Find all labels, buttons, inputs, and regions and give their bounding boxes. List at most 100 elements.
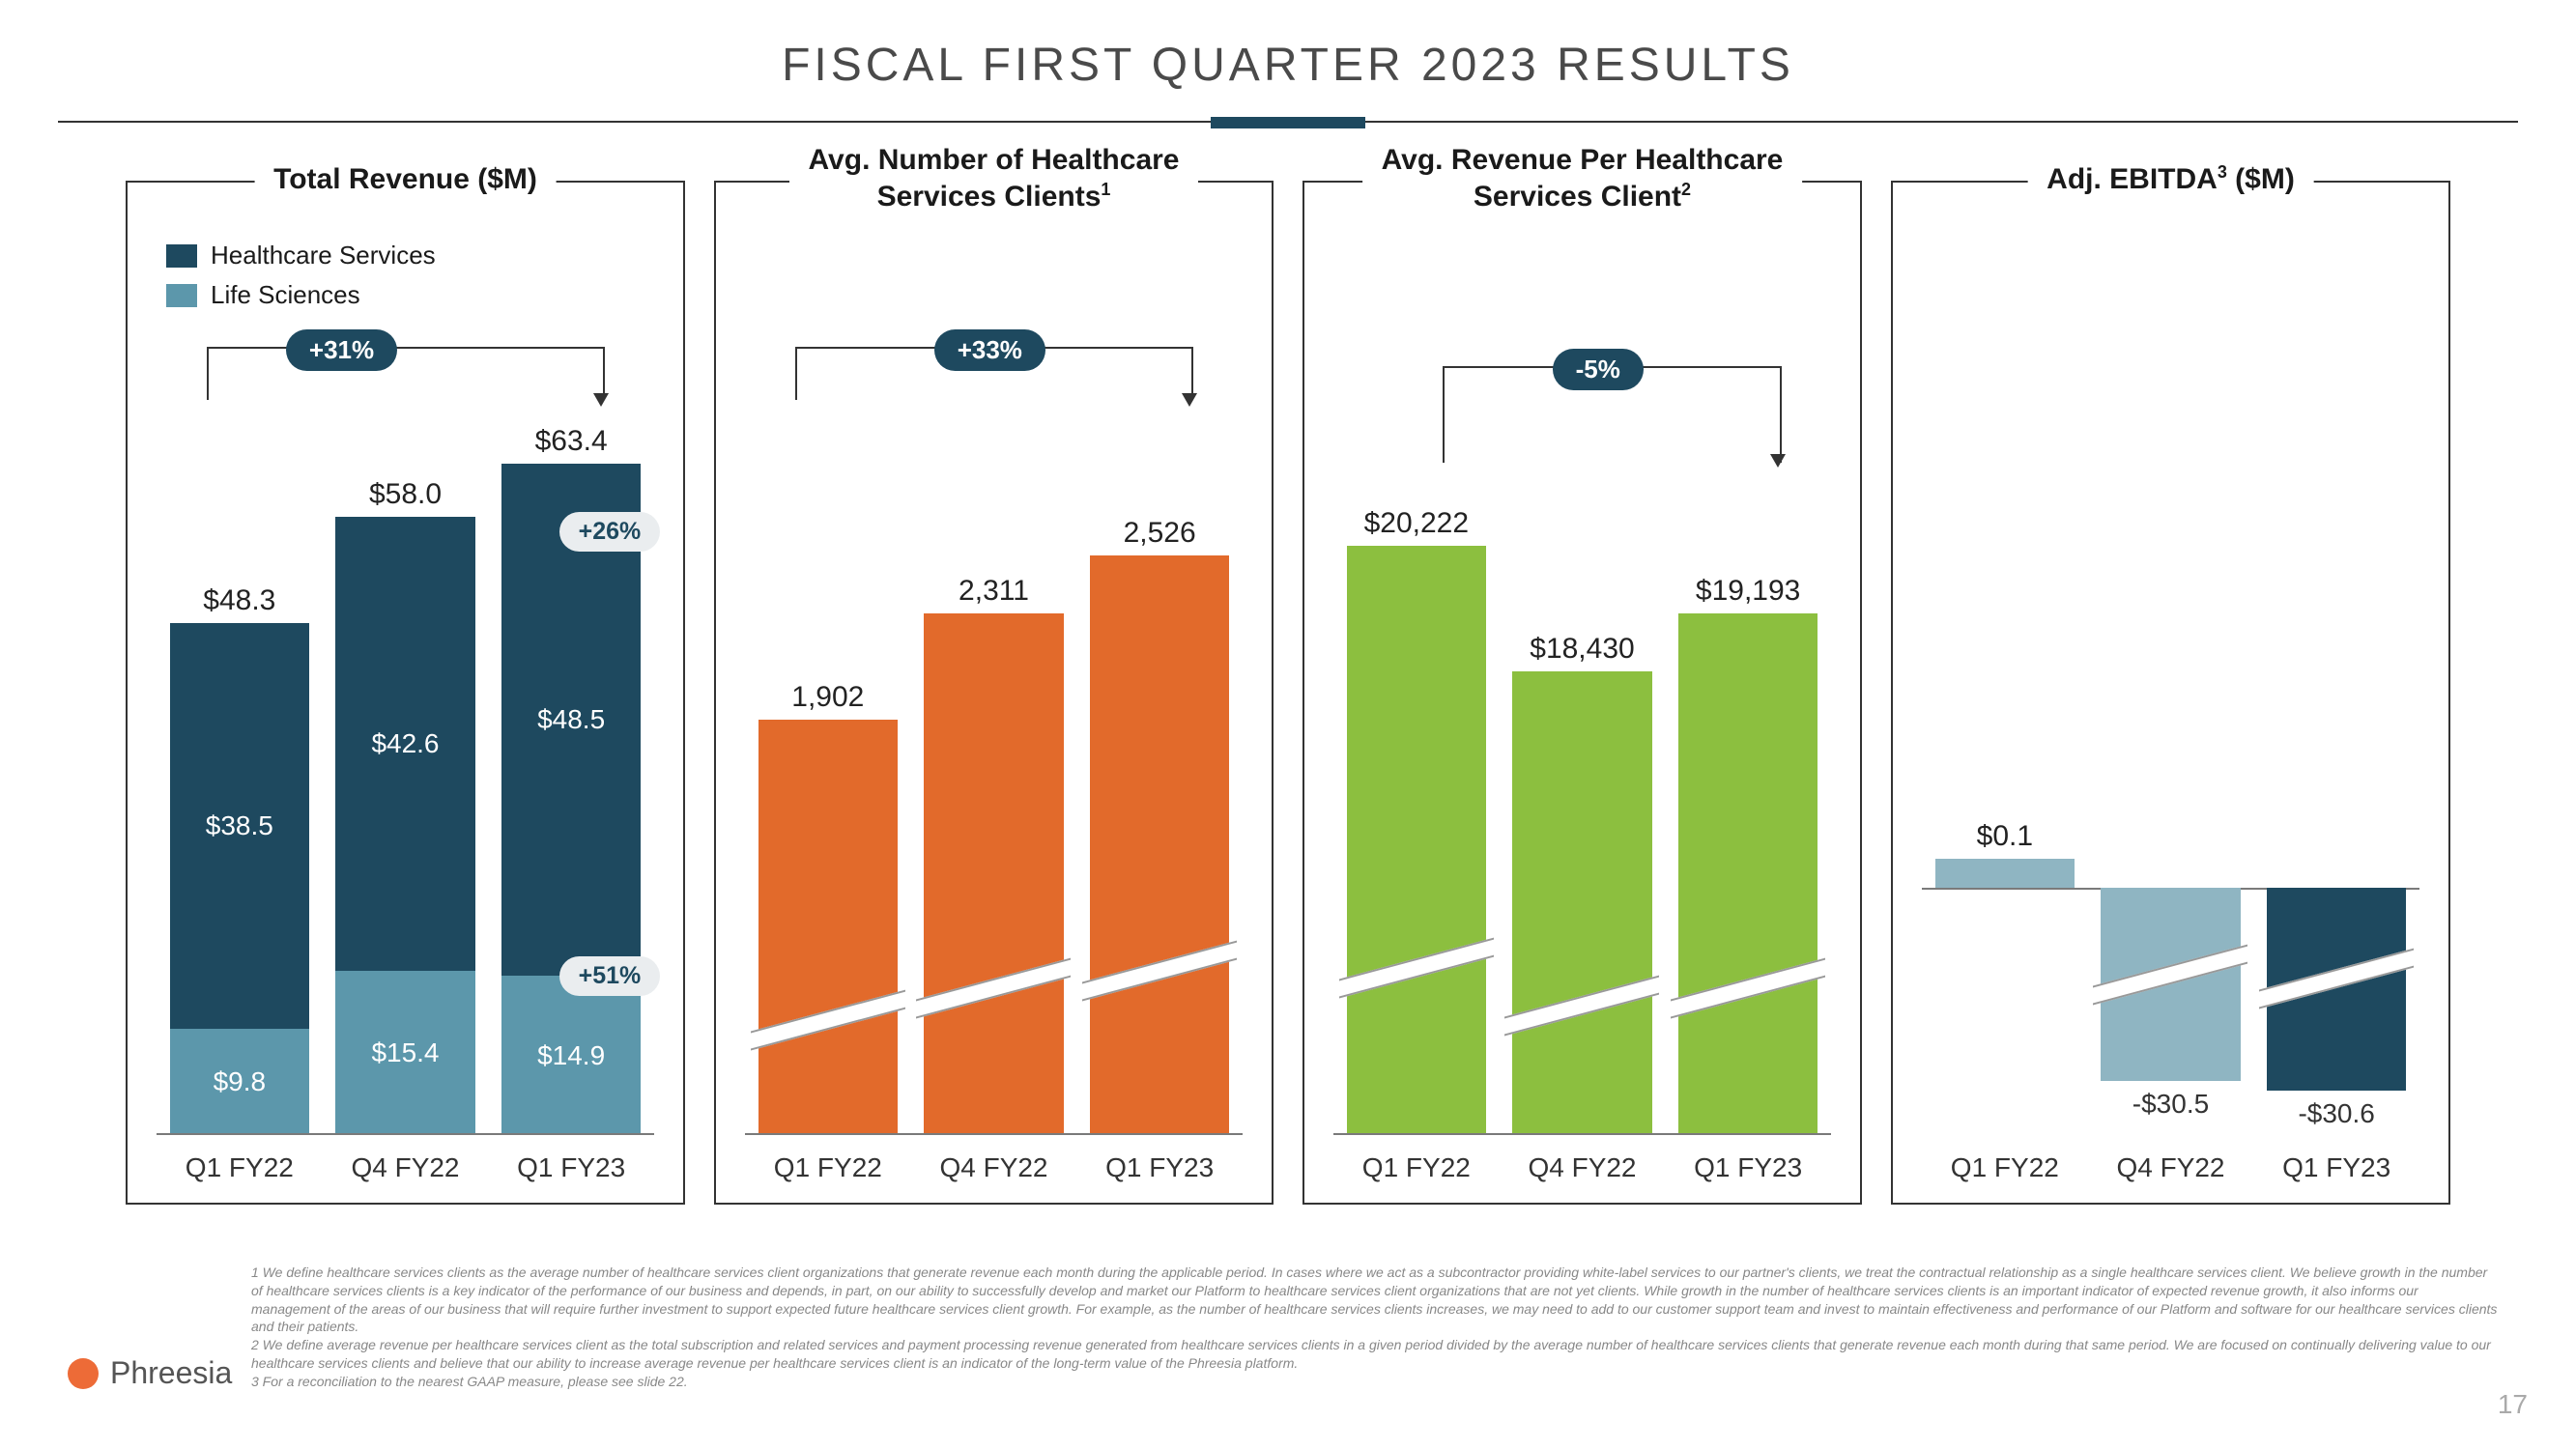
p4-slot-2: -$30.6 [2267,250,2406,1135]
x-label: Q4 FY22 [2116,1152,2224,1183]
panel3-growth-badge: -5% [1553,349,1644,390]
bar2-ls: +51% $14.9 [501,976,641,1135]
bar1-hs: $42.6 [335,517,474,971]
panel4-title: Adj. EBITDA3 ($M) [2027,161,2314,198]
footnote-1: 1 We define healthcare services clients … [251,1264,2499,1337]
p4-bar1: -$30.5 [2101,888,2240,1081]
axis-break [916,958,1071,1019]
legend-row: Healthcare Services [166,241,436,270]
panel1-chart: +31% $48.3 $38.5 $9.8 $58.0 $42.6 $15.4 [157,395,654,1135]
p4-bar2-label: -$30.6 [2298,1098,2374,1129]
bar-slot-1: $18,430 [1512,671,1651,1135]
panel4-bars: $0.1 -$30.5 -$30.6 [1922,250,2419,1135]
panel3-chart: -5% $20,222 $18,430 $19,193 [1333,395,1831,1135]
page-number: 17 [2498,1389,2528,1420]
panel-avg-clients: Avg. Number of Healthcare Services Clien… [714,181,1274,1205]
panel1-baseline [157,1133,654,1135]
p4-slot-1: -$30.5 [2101,250,2240,1135]
panel2-bars: 1,902 2,311 2,526 [745,395,1243,1135]
p3-bar1-label: $18,430 [1530,633,1634,666]
p2-bar1-label: 2,311 [959,575,1029,608]
page-title: FISCAL FIRST QUARTER 2023 RESULTS [58,39,2518,92]
panel-total-revenue: Total Revenue ($M) Healthcare Services L… [126,181,685,1205]
pill-hs-growth: +26% [559,512,661,552]
legend-ls-label: Life Sciences [211,280,360,310]
panel3-bars: $20,222 $18,430 $19,193 [1333,395,1831,1135]
p4-bar0 [1935,859,2075,888]
bar1-stack: $42.6 $15.4 [335,517,474,1135]
x-label: Q4 FY22 [351,1152,459,1183]
brand-dot-icon [68,1358,99,1389]
x-label: Q1 FY22 [186,1152,294,1183]
x-label: Q1 FY23 [1105,1152,1214,1183]
panel4-chart: $0.1 -$30.5 -$30.6 [1922,250,2419,1135]
bar1-ls: $15.4 [335,971,474,1135]
swatch-hs [166,244,197,268]
axis-break [1082,941,1237,1002]
legend-row: Life Sciences [166,280,436,310]
bar-slot-1: $58.0 $42.6 $15.4 [335,517,474,1135]
bar-slot-0: $20,222 [1347,546,1486,1135]
x-label: Q1 FY23 [2282,1152,2390,1183]
panel1-title: Total Revenue ($M) [254,161,557,198]
title-divider [58,121,2518,123]
panel4-x-labels: Q1 FY22 Q4 FY22 Q1 FY23 [1922,1152,2419,1183]
panel-adj-ebitda: Adj. EBITDA3 ($M) $0.1 -$30.5 [1891,181,2450,1205]
panel2-x-labels: Q1 FY22 Q4 FY22 Q1 FY23 [745,1152,1243,1183]
p2-bar2-label: 2,526 [1124,517,1196,550]
x-label: Q1 FY22 [1362,1152,1471,1183]
p3-bar0-label: $20,222 [1364,507,1469,540]
footnotes: 1 We define healthcare services clients … [251,1264,2499,1391]
bar0-total: $48.3 [203,584,275,617]
bar-slot-0: $48.3 $38.5 $9.8 [170,623,309,1135]
bar0-hs: $38.5 [170,623,309,1029]
x-label: Q1 FY22 [774,1152,882,1183]
bar-slot-2: $19,193 [1678,613,1818,1135]
x-label: Q1 FY23 [517,1152,625,1183]
footnote-3: 3 For a reconciliation to the nearest GA… [251,1373,2499,1391]
panel2-baseline [745,1133,1243,1135]
panel3-title: Avg. Revenue Per Healthcare Services Cli… [1362,142,1803,214]
bar0-ls: $9.8 [170,1029,309,1135]
x-label: Q4 FY22 [939,1152,1047,1183]
panel1-growth-badge: +31% [286,329,397,371]
panel1-legend: Healthcare Services Life Sciences [166,241,436,320]
bar-slot-2: $63.4 +26% $48.5 +51% $14.9 [501,464,641,1135]
panel1-bars: $48.3 $38.5 $9.8 $58.0 $42.6 $15.4 $63.4 [157,395,654,1135]
axis-break [1504,976,1659,1037]
panel-avg-revenue-per-client: Avg. Revenue Per Healthcare Services Cli… [1302,181,1862,1205]
p3-bar1 [1512,671,1651,1135]
panels-row: Total Revenue ($M) Healthcare Services L… [58,181,2518,1205]
x-label: Q1 FY22 [1951,1152,2059,1183]
p4-bar0-label: $0.1 [1977,820,2033,853]
bar-slot-1: 2,311 [924,613,1063,1135]
bar2-hs: +26% $48.5 [501,464,641,976]
p3-bar2-label: $19,193 [1696,575,1800,608]
footnote-2: 2 We define average revenue per healthca… [251,1336,2499,1373]
p4-bar1-label: -$30.5 [2132,1089,2209,1120]
axis-break [1339,938,1494,999]
axis-break [2259,948,2414,1009]
panel3-x-labels: Q1 FY22 Q4 FY22 Q1 FY23 [1333,1152,1831,1183]
x-label: Q4 FY22 [1528,1152,1636,1183]
brand-name: Phreesia [110,1355,232,1391]
p2-bar0-label: 1,902 [791,681,864,714]
axis-break [1671,958,1825,1019]
p2-bar0 [758,720,898,1135]
panel3-baseline [1333,1133,1831,1135]
p3-bar2 [1678,613,1818,1135]
legend-hs-label: Healthcare Services [211,241,436,270]
swatch-ls [166,284,197,307]
axis-break [751,990,905,1051]
connector-p1 [207,347,605,400]
bar0-stack: $38.5 $9.8 [170,623,309,1135]
panel2-chart: +33% 1,902 2,311 2,526 [745,395,1243,1135]
bar-slot-0: 1,902 [758,720,898,1135]
p2-bar1 [924,613,1063,1135]
bar2-stack: +26% $48.5 +51% $14.9 [501,464,641,1135]
brand-logo: Phreesia [68,1355,232,1391]
panel2-title: Avg. Number of Healthcare Services Clien… [789,142,1199,214]
panel2-growth-badge: +33% [934,329,1045,371]
bar1-total: $58.0 [369,478,442,511]
p2-bar2 [1090,555,1229,1135]
